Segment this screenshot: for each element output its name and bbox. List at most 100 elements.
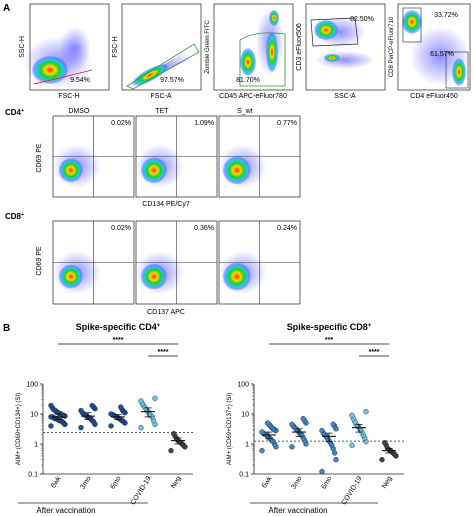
data-point <box>108 411 114 417</box>
after-vaccination-bracket-left: After vaccination <box>18 502 148 515</box>
data-point <box>108 423 114 429</box>
data-point <box>363 408 369 415</box>
cd8-flow-row: 0.02% 0.36% 0.24% <box>52 220 301 305</box>
gating-2-pct: 97.57% <box>160 77 184 84</box>
data-point <box>333 457 339 463</box>
cd4-ylabel: CD69 PE <box>36 143 43 173</box>
y-tick-label: 100 <box>26 382 38 389</box>
panel-a-letter: A <box>3 3 10 14</box>
cd4-scatter-chart: Spike-specific CD4+ 100 10 1 0.1 AIM+ (CD69+C… <box>16 322 193 506</box>
x-tick-label: 3mo <box>291 475 304 490</box>
panel-b-letter: B <box>3 323 10 334</box>
gating-plot-4: 82.50% CD3 eFluor506 SSC-A <box>296 3 386 100</box>
flow-plot-1-density <box>58 158 83 183</box>
x-tick-label: 6mo <box>321 475 334 490</box>
flow-plot-3-density <box>222 156 251 185</box>
data-point <box>259 429 265 435</box>
data-point <box>319 468 325 475</box>
significance-label: **** <box>158 349 169 356</box>
gating-2-xlabel: FSC-A <box>151 93 172 100</box>
y-tick-label: 10 <box>30 412 38 419</box>
cd4-flow-row: 0.02% DMSO 1.09% TET 0.77% S_wt <box>52 108 301 198</box>
data-point <box>48 423 54 429</box>
flow-plot-3-pct: 0.24% <box>277 225 297 232</box>
gating-5-xlabel: CD4 eFluor450 <box>410 93 458 100</box>
cd4-row-label: CD4+ <box>5 108 24 117</box>
flow-plot-2-density <box>140 157 167 184</box>
data-point <box>259 447 265 454</box>
flow-plot-3: 0.77% S_wt <box>218 108 301 198</box>
cd4-xlabel: CD134 PE/Cy7 <box>142 201 190 208</box>
flow-plot-2-density <box>140 263 167 290</box>
gating-3-pct: 81.70% <box>236 77 260 84</box>
data-point <box>89 402 95 409</box>
x-tick-label: 6wk <box>261 475 274 490</box>
condition-label-1: DMSO <box>68 108 90 115</box>
data-point <box>379 457 385 463</box>
data-point <box>171 431 177 437</box>
y-tick-label: 10 <box>241 412 249 419</box>
flow-plot-3-density <box>222 262 251 291</box>
y-axis-label: AIM+ (CD69+CD134+) (SI) <box>16 393 22 465</box>
gating-1-xlabel: FSC-H <box>58 93 79 100</box>
flow-plot-3-pct: 0.77% <box>277 120 297 127</box>
data-point <box>168 447 174 454</box>
after-vaccination-label-right: After vaccination <box>268 506 327 515</box>
chart-title: Spike-specific CD4+ <box>76 322 161 332</box>
gating-2-ylabel: FSC-H <box>112 36 119 57</box>
significance-label: **** <box>113 337 124 344</box>
cd8-ylabel: CD69 PE <box>36 246 43 276</box>
data-point <box>264 420 271 426</box>
flow-plot-2-pct: 1.09% <box>194 120 214 127</box>
x-tick-label: 3mo <box>80 475 93 490</box>
x-tick-label: COVID-19 <box>130 475 153 506</box>
data-point <box>118 404 124 410</box>
flow-plot-1-pct: 0.02% <box>111 120 131 127</box>
y-axis-label: AIM+ (CD69+CD137+) (SI) <box>227 393 233 465</box>
data-point <box>319 427 325 434</box>
after-vaccination-label-left: After vaccination <box>36 506 95 515</box>
y-tick-label: 1 <box>34 442 38 449</box>
gating-5-pct-cd4: 61.57% <box>430 51 454 58</box>
y-tick-label: 100 <box>237 382 249 389</box>
cd8-row-label: CD8+ <box>5 212 24 221</box>
y-tick-label: 1 <box>245 442 249 449</box>
flow-plot-3: 0.24% <box>218 220 301 305</box>
flow-plot-2: 0.36% <box>135 220 218 305</box>
data-point <box>138 398 144 404</box>
x-tick-label: Neg <box>170 475 183 490</box>
flow-plot-2-pct: 0.36% <box>194 225 214 232</box>
gating-plot-5: 33.72% 61.57% CD8 PerCP-eFluor710 CD4 eF… <box>389 3 471 100</box>
gating-3-ylabel: Zombie Green FITC <box>205 20 211 74</box>
condition-label-3: S_wt <box>237 108 253 115</box>
flow-plot-2: 1.09% TET <box>135 108 218 198</box>
gating-3-xlabel: CD45 APC-eFluor780 <box>219 93 287 100</box>
cd8-scatter-chart: Spike-specific CD8+ 100 10 1 0.1 AIM+ (CD69+C… <box>227 322 404 506</box>
gating-plot-2: 97.57% FSC-H FSC-A <box>112 3 202 100</box>
data-point <box>78 407 84 414</box>
significance-label: *** <box>325 337 333 344</box>
x-tick-label: 6wk <box>50 475 63 490</box>
flow-plot-1-pct: 0.02% <box>111 225 131 232</box>
data-point <box>138 425 144 431</box>
data-point <box>382 440 388 446</box>
gating-5-ylabel: CD8 PerCP-eFluor710 <box>389 16 395 77</box>
chart-title: Spike-specific CD8+ <box>287 322 372 332</box>
gating-1-pct: 9.54% <box>70 77 90 84</box>
gating-4-pct: 82.50% <box>350 16 374 23</box>
data-point <box>300 415 306 422</box>
data-point <box>48 402 54 409</box>
y-tick-label: 0.1 <box>28 472 38 479</box>
flow-plot-1: 0.02% <box>52 220 135 305</box>
x-tick-label: COVID-19 <box>341 475 364 506</box>
gating-4-xlabel: SSC-A <box>334 93 356 100</box>
data-point <box>330 421 336 428</box>
flow-plot-1: 0.02% DMSO <box>52 108 135 198</box>
x-tick-label: 6mo <box>110 475 123 490</box>
data-point <box>78 425 84 431</box>
significance-label: **** <box>369 349 380 356</box>
flow-plot-1-density <box>58 264 83 289</box>
x-tick-label: Neg <box>381 475 394 490</box>
data-point <box>289 421 295 428</box>
